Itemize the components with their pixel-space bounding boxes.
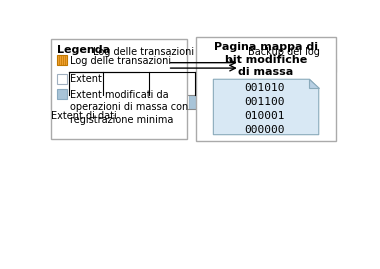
- Bar: [285, 59, 292, 72]
- Bar: [246, 95, 258, 108]
- Bar: [120, 95, 131, 108]
- Bar: [292, 59, 298, 72]
- Bar: [241, 59, 247, 72]
- Text: Extent di dati: Extent di dati: [51, 111, 117, 121]
- Text: Extent modificati da
operazioni di massa con
registrazione minima: Extent modificati da operazioni di massa…: [70, 90, 188, 125]
- Text: 001010
001100
010001
000000: 001010 001100 010001 000000: [244, 83, 285, 134]
- Bar: [317, 59, 323, 72]
- Bar: [235, 95, 246, 108]
- Bar: [254, 59, 260, 72]
- Bar: [134, 59, 140, 72]
- Bar: [86, 95, 97, 108]
- Polygon shape: [309, 79, 319, 89]
- Bar: [200, 95, 212, 108]
- Text: Log delle transazioni: Log delle transazioni: [93, 47, 194, 57]
- Bar: [298, 59, 304, 72]
- Bar: [155, 95, 166, 108]
- Bar: [177, 95, 189, 108]
- Bar: [323, 59, 329, 72]
- Bar: [189, 95, 200, 108]
- Bar: [57, 89, 67, 99]
- Bar: [121, 59, 166, 72]
- Bar: [143, 95, 155, 108]
- Bar: [51, 95, 63, 108]
- Bar: [212, 95, 223, 108]
- FancyBboxPatch shape: [196, 37, 336, 141]
- Text: Backup del log: Backup del log: [248, 47, 320, 57]
- Bar: [74, 95, 86, 108]
- Bar: [63, 95, 74, 108]
- Bar: [266, 59, 273, 72]
- Bar: [247, 59, 254, 72]
- Bar: [258, 95, 269, 108]
- Bar: [241, 59, 336, 72]
- Bar: [131, 95, 143, 108]
- Bar: [140, 59, 147, 72]
- Bar: [160, 59, 166, 72]
- Bar: [269, 95, 281, 108]
- FancyBboxPatch shape: [51, 39, 187, 139]
- Text: Pagina mappa di
bit modifiche
di massa: Pagina mappa di bit modifiche di massa: [214, 42, 318, 77]
- Bar: [281, 95, 292, 108]
- Bar: [128, 59, 134, 72]
- Bar: [292, 95, 304, 108]
- Polygon shape: [213, 79, 319, 135]
- Bar: [315, 95, 326, 108]
- Bar: [166, 95, 177, 108]
- Bar: [147, 59, 153, 72]
- Bar: [223, 95, 235, 108]
- Bar: [329, 59, 336, 72]
- Bar: [109, 95, 120, 108]
- Text: Log delle transazioni: Log delle transazioni: [70, 56, 171, 66]
- Bar: [121, 59, 128, 72]
- Text: Extent: Extent: [70, 74, 102, 84]
- Bar: [51, 95, 326, 108]
- Bar: [97, 95, 109, 108]
- Bar: [304, 95, 315, 108]
- Text: Legenda: Legenda: [57, 45, 110, 55]
- Bar: [153, 59, 160, 72]
- Bar: [57, 55, 67, 65]
- Bar: [273, 59, 279, 72]
- Bar: [260, 59, 266, 72]
- Bar: [310, 59, 317, 72]
- Bar: [279, 59, 285, 72]
- Bar: [304, 59, 310, 72]
- Bar: [57, 74, 67, 84]
